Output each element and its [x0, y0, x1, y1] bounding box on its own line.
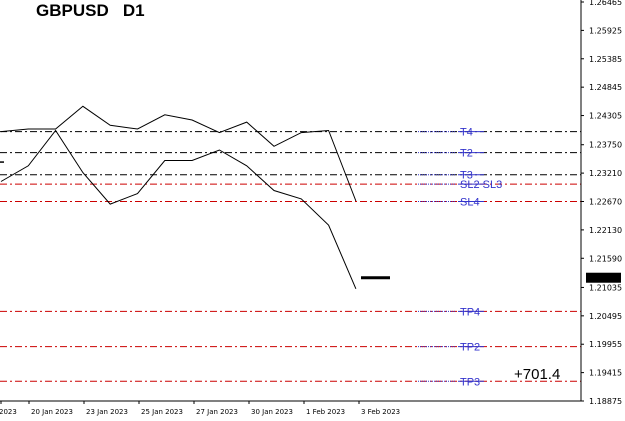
price-tick-label: 1.25385 — [589, 55, 622, 64]
date-tick-label: 25 Jan 2023 — [141, 408, 183, 416]
level-label: TP3 — [460, 376, 480, 388]
price-line-2 — [0, 129, 357, 289]
price-tick-label: 1.23210 — [589, 169, 622, 178]
date-tick-label: 30 Jan 2023 — [251, 408, 293, 416]
date-tick-label: 3 Feb 2023 — [361, 408, 400, 416]
price-tick-label: 1.26465 — [589, 0, 622, 7]
price-tick-label: 1.21035 — [589, 283, 622, 292]
date-axis: 2023 20 Jan 2023 23 Jan 2023 25 Jan 2023 27 … — [0, 400, 581, 416]
level-label: SL4 — [460, 197, 480, 209]
level-label: T2 — [460, 148, 473, 160]
date-tick-label: 20 Jan 2023 — [31, 408, 73, 416]
price-tick-label: 1.21590 — [589, 254, 622, 263]
level-label: T3 — [460, 170, 473, 182]
price-tick-label: 1.23750 — [589, 141, 622, 150]
date-tick-label: 2023 — [0, 408, 17, 416]
price-tick-label: 1.25925 — [589, 26, 622, 35]
date-tick-label: 1 Feb 2023 — [306, 408, 345, 416]
price-tick-label: 1.22670 — [589, 198, 622, 207]
profit-label: +701.4 — [514, 366, 561, 383]
level-label: TP2 — [460, 342, 480, 354]
price-tick-label: 1.19955 — [589, 340, 622, 349]
price-tick-label: 1.19415 — [589, 369, 622, 378]
price-tick-label: 1.20495 — [589, 312, 622, 321]
current-price-box — [586, 272, 621, 283]
date-tick-label: 27 Jan 2023 — [196, 408, 238, 416]
chart-title: GBPUSD D1 — [36, 1, 145, 20]
current-price-label: 1.21219 — [588, 274, 621, 283]
date-tick-label: 23 Jan 2023 — [86, 408, 128, 416]
price-tick-label: 1.18875 — [589, 397, 622, 406]
price-tick-label: 1.22130 — [589, 226, 622, 235]
price-series — [0, 105, 390, 289]
level-label: SL2 SL3 — [460, 179, 502, 191]
price-tick-label: 1.24305 — [589, 112, 622, 121]
level-label: TP4 — [460, 306, 480, 318]
level-label: T4 — [460, 127, 473, 139]
price-axis: 1.26465 1.25925 1.25385 1.24845 1.24305 1.237… — [580, 0, 622, 406]
price-line-1 — [0, 105, 357, 202]
price-tick-label: 1.24845 — [589, 83, 622, 92]
